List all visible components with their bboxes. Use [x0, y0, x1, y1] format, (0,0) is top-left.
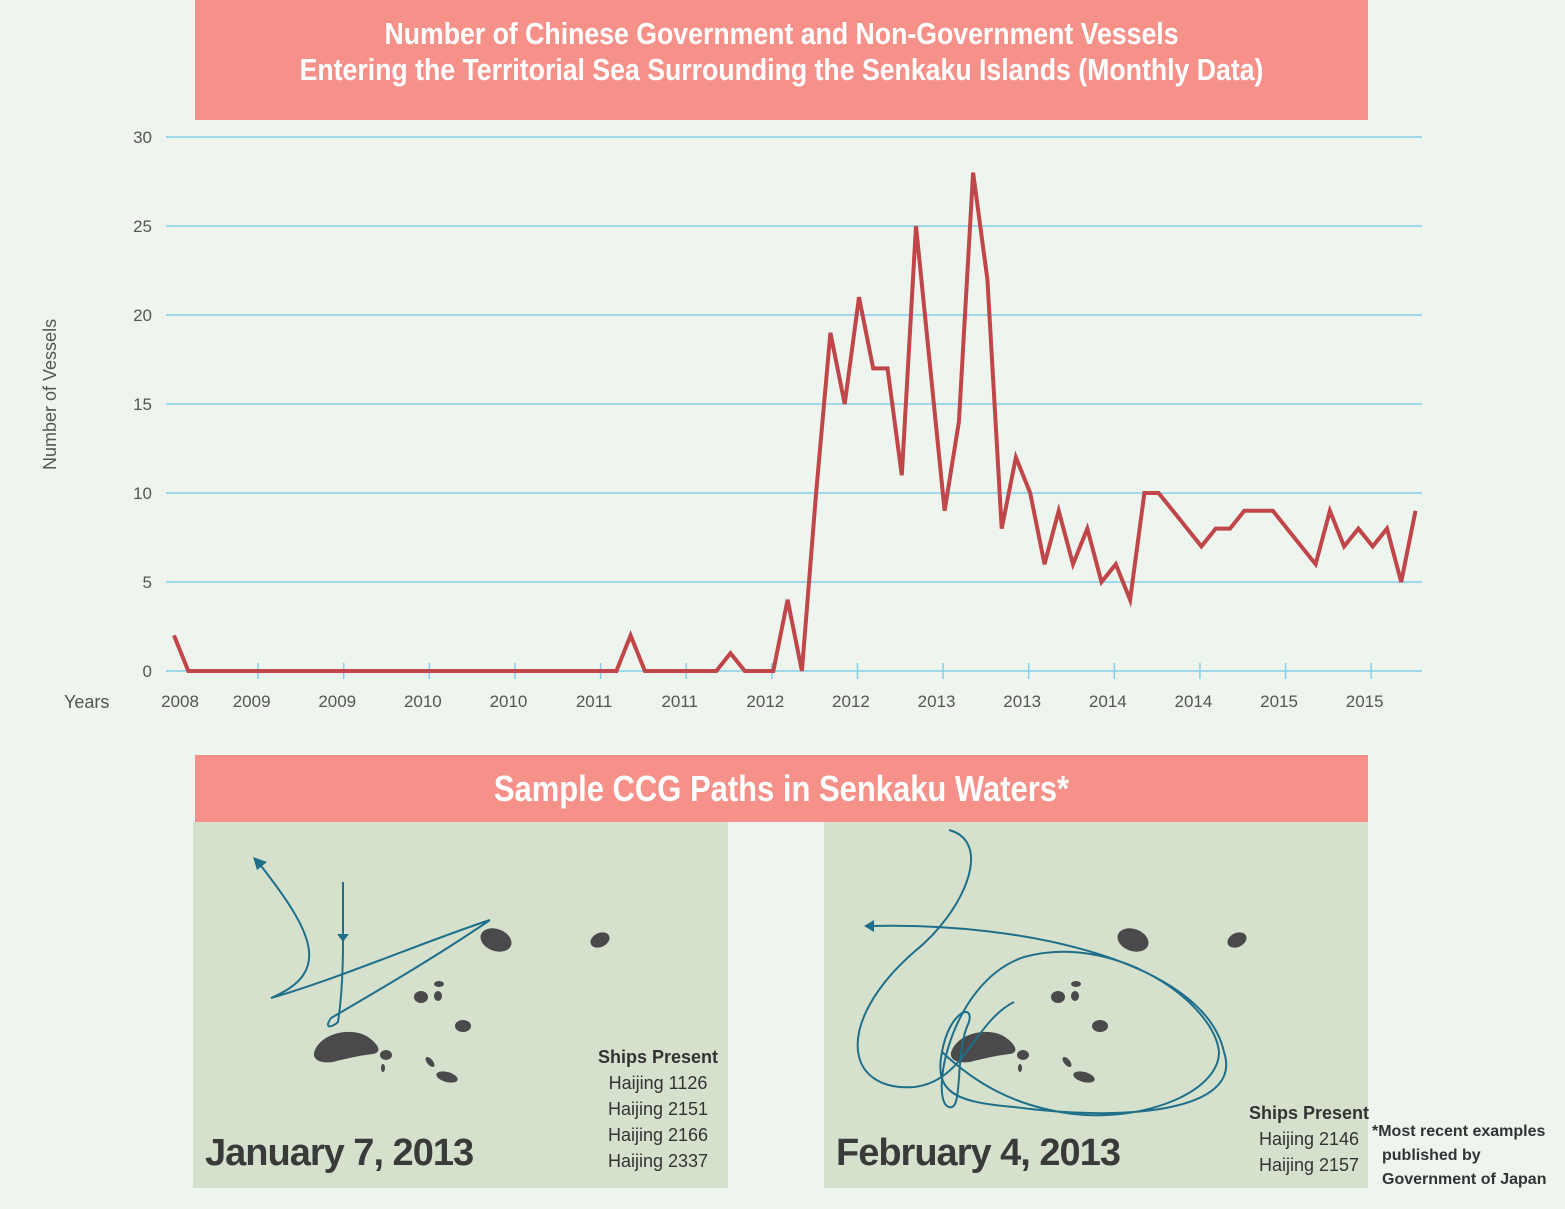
y-tick-label: 5 [143, 573, 152, 592]
ship: Haijing 2166 [607, 1125, 709, 1145]
y-axis-label: Number of Vessels [40, 318, 60, 470]
maps-title-banner: Sample CCG Paths in Senkaku Waters* [195, 755, 1368, 822]
ship: Haijing 1126 [608, 1073, 708, 1093]
x-tick-label: 2010 [490, 692, 528, 711]
islands [950, 928, 1247, 1083]
y-tick-label: 30 [133, 128, 152, 147]
x-axis-label: Years [64, 692, 109, 712]
x-tick-label: 2014 [1175, 692, 1213, 711]
y-tick-label: 0 [143, 662, 152, 681]
map-jan [253, 857, 610, 1083]
arrow-head-icon [253, 857, 267, 870]
x-tick-label: 2009 [233, 692, 271, 711]
ship: Haijing 2146 [1258, 1129, 1360, 1149]
x-tick-label: 2015 [1260, 692, 1298, 711]
x-tick-label: 2013 [918, 692, 956, 711]
map-date: January 7, 2013 [205, 1132, 474, 1174]
map-panel-jan: January 7, 2013 Ships Present Haijing 11… [193, 822, 728, 1188]
series-line [172, 172, 1418, 673]
ships-present: Ships Present Haijing 2146 Haijing 2157 [1244, 1100, 1374, 1178]
arrow-head-icon [864, 920, 874, 932]
y-tick-label: 20 [133, 306, 152, 325]
x-tick-label: 2014 [1089, 692, 1127, 711]
chart-title-line2: Entering the Territorial Sea Surrounding… [299, 52, 1264, 87]
x-tick-label: 2012 [746, 692, 784, 711]
x-tick-label: 2012 [832, 692, 870, 711]
chart-title-banner: Number of Chinese Government and Non-Gov… [195, 0, 1368, 120]
map-panel-feb: February 4, 2013 Ships Present Haijing 2… [824, 822, 1369, 1188]
x-tick-label: 2015 [1346, 692, 1384, 711]
ship: Haijing 2157 [1258, 1155, 1360, 1175]
islands [313, 928, 610, 1083]
island-uotsuri [313, 1031, 379, 1063]
ship: Haijing 2151 [607, 1099, 709, 1119]
x-tick-label: 2009 [318, 692, 356, 711]
x-tick-label: 2010 [404, 692, 442, 711]
footnote-line: published by [1382, 1147, 1481, 1164]
map-feb [856, 829, 1247, 1117]
line-chart: 0 5 10 15 20 25 30 Years 2008 2009 2009 2010 2010 201… [64, 128, 1422, 712]
ccg-paths [856, 829, 1228, 1117]
ships-present: Ships Present Haijing 1126 Haijing 2151 … [593, 1044, 723, 1174]
map-date: February 4, 2013 [836, 1132, 1121, 1174]
x-tick-label: 2013 [1003, 692, 1041, 711]
x-tick-label: 2011 [661, 692, 698, 711]
x-tick-label: 2011 [576, 692, 613, 711]
y-tick-label: 10 [133, 484, 152, 503]
footnote-line: Government of Japan [1382, 1171, 1547, 1188]
arrow-head-icon [337, 934, 349, 942]
maps-title: Sample CCG Paths in Senkaku Waters* [493, 768, 1070, 809]
y-tick-label: 15 [133, 395, 152, 414]
ships-label: Ships Present [1248, 1103, 1370, 1123]
footnote: *Most recent examples published by Gover… [1372, 1120, 1546, 1192]
footnote-line: *Most recent examples [1372, 1123, 1546, 1140]
chart-title-line1: Number of Chinese Government and Non-Gov… [384, 16, 1179, 51]
ccg-paths [257, 861, 491, 1028]
ships-label: Ships Present [597, 1047, 719, 1067]
x-tick-label: 2008 [161, 692, 199, 711]
y-tick-label: 25 [133, 217, 152, 236]
ship: Haijing 2337 [607, 1151, 709, 1171]
